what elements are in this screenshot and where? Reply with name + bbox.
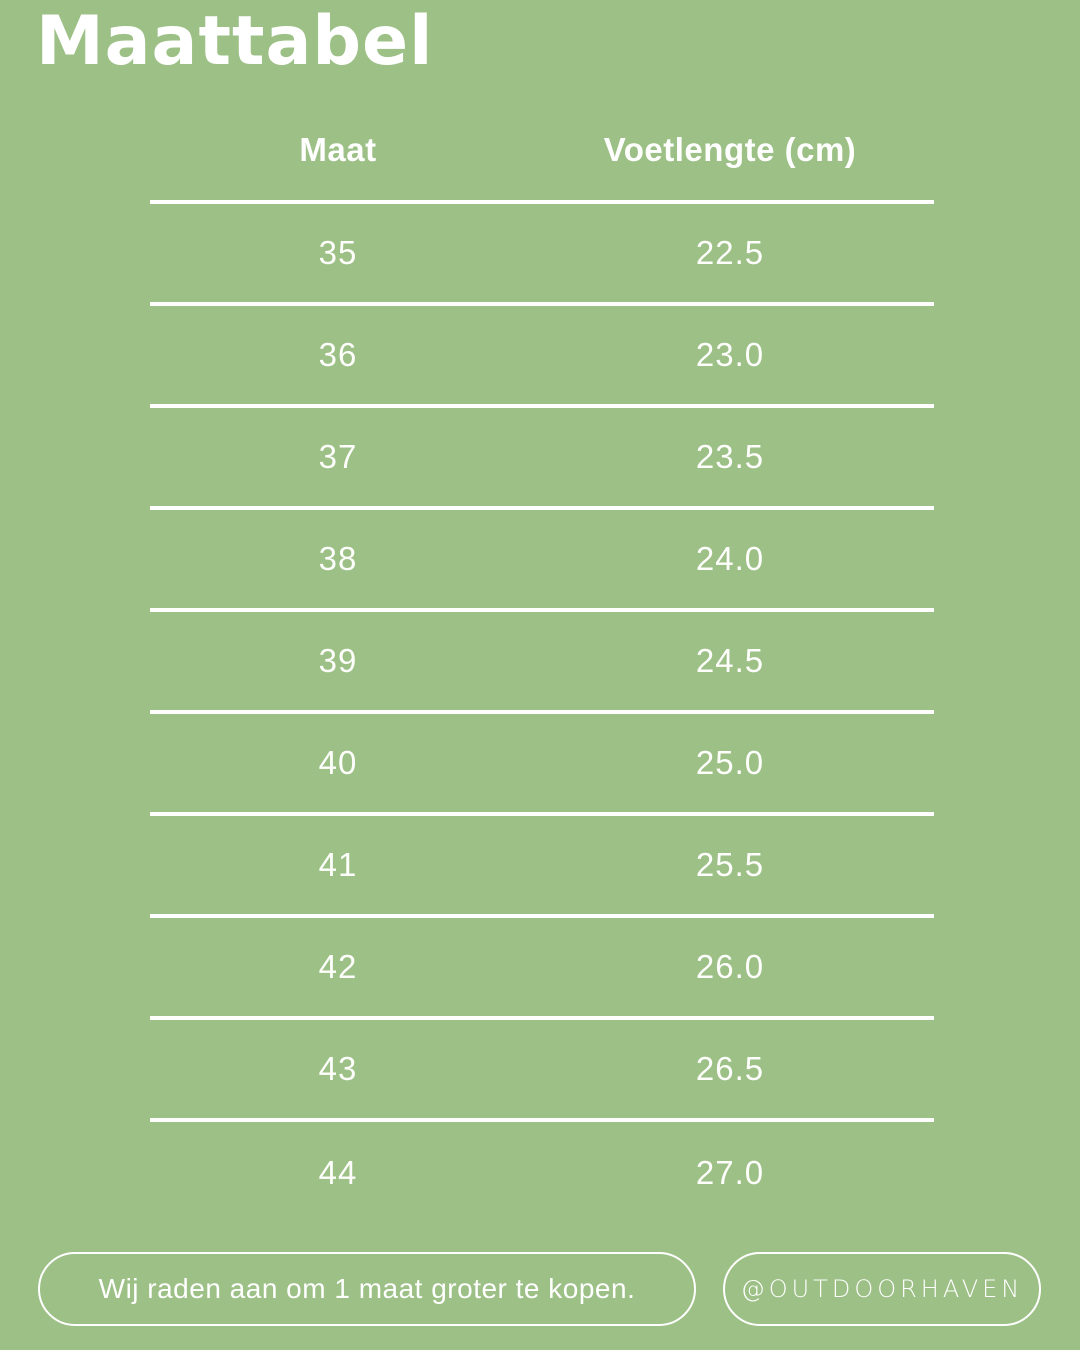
cell-voetlengte: 25.5 <box>695 846 765 883</box>
table-header-row: Maat Voetlengte (cm) <box>150 100 934 204</box>
advice-text: Wij raden aan om 1 maat groter te kopen. <box>98 1273 636 1304</box>
table-row: 41 25.5 <box>150 816 934 918</box>
cell-voetlengte: 22.5 <box>695 234 765 271</box>
size-table: Maat Voetlengte (cm) 35 22.5 36 23.0 37 … <box>150 100 934 1224</box>
social-handle-text: @OUTDOORHAVEN <box>740 1275 1024 1303</box>
column-header-maat: Maat <box>299 131 377 168</box>
table-row: 43 26.5 <box>150 1020 934 1122</box>
table-row: 40 25.0 <box>150 714 934 816</box>
cell-voetlengte: 25.0 <box>695 744 765 781</box>
cell-maat: 41 <box>318 846 358 883</box>
table-row: 35 22.5 <box>150 204 934 306</box>
table-row: 39 24.5 <box>150 612 934 714</box>
cell-maat: 42 <box>318 948 358 985</box>
cell-maat: 44 <box>318 1154 358 1191</box>
column-header-voetlengte: Voetlengte (cm) <box>603 131 857 168</box>
table-row: 37 23.5 <box>150 408 934 510</box>
cell-maat: 39 <box>318 642 358 679</box>
cell-voetlengte: 26.0 <box>695 948 765 985</box>
cell-maat: 35 <box>318 234 358 271</box>
cell-voetlengte: 27.0 <box>695 1154 765 1191</box>
table-row: 44 27.0 <box>150 1122 934 1224</box>
cell-maat: 37 <box>318 438 358 475</box>
advice-pill: Wij raden aan om 1 maat groter te kopen. <box>38 1252 696 1326</box>
social-handle-pill: @OUTDOORHAVEN <box>723 1252 1041 1326</box>
cell-maat: 36 <box>318 336 358 373</box>
table-row: 38 24.0 <box>150 510 934 612</box>
cell-voetlengte: 24.5 <box>695 642 765 679</box>
cell-voetlengte: 23.5 <box>695 438 765 475</box>
table-row: 42 26.0 <box>150 918 934 1020</box>
table-row: 36 23.0 <box>150 306 934 408</box>
table-body: 35 22.5 36 23.0 37 23.5 38 24.0 39 24.5 … <box>150 204 934 1224</box>
cell-maat: 43 <box>318 1050 358 1087</box>
cell-maat: 38 <box>318 540 358 577</box>
cell-voetlengte: 24.0 <box>695 540 765 577</box>
page-title: Maattabel <box>36 2 434 81</box>
cell-maat: 40 <box>318 744 358 781</box>
cell-voetlengte: 23.0 <box>695 336 765 373</box>
cell-voetlengte: 26.5 <box>695 1050 765 1087</box>
